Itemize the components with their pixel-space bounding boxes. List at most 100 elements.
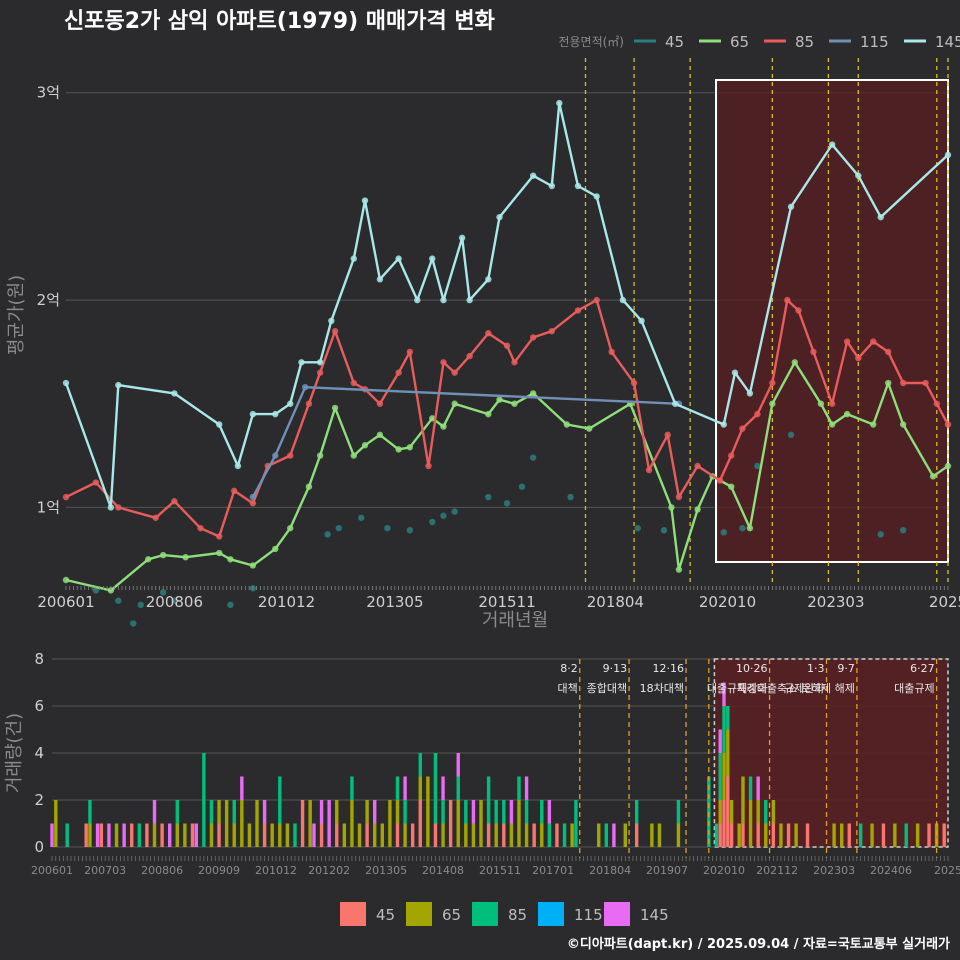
volume-bar-85 xyxy=(562,823,567,847)
data-point-85 xyxy=(287,452,294,459)
volume-bar-65 xyxy=(365,800,369,824)
data-point-145 xyxy=(234,462,242,470)
policy-label: 특례대출축소 토허제 해제 xyxy=(737,681,855,695)
volume-bar-65 xyxy=(597,823,601,847)
data-point-145 xyxy=(731,369,739,376)
data-point-145 xyxy=(171,390,178,397)
data-point-45 xyxy=(137,601,144,609)
data-point-45 xyxy=(440,512,447,519)
volume-bar-65 xyxy=(335,800,339,824)
data-point-85 xyxy=(503,342,511,349)
data-point-145 xyxy=(458,234,466,242)
volume-bar-85 xyxy=(858,823,863,847)
data-point-145 xyxy=(593,193,600,200)
volume-y-tick-label: 2 xyxy=(34,791,44,809)
data-point-145 xyxy=(361,197,369,204)
volume-bar-45 xyxy=(190,823,195,847)
volume-bar-65 xyxy=(737,823,741,847)
volume-bar-145 xyxy=(471,800,476,824)
volume-bar-65 xyxy=(380,823,385,847)
volume-bar-65 xyxy=(278,823,282,847)
volume-bar-65 xyxy=(893,823,897,847)
data-point-45 xyxy=(384,524,391,532)
data-point-65 xyxy=(107,587,115,594)
data-point-45 xyxy=(754,462,761,470)
legend-label-85: 85 xyxy=(795,33,814,51)
volume-bar-85 xyxy=(278,776,282,824)
bottom-legend: 45 65 85 115 145 xyxy=(340,902,669,926)
volume-bar-85 xyxy=(403,800,407,824)
volume-bar-65 xyxy=(152,823,157,847)
data-point-65 xyxy=(216,549,223,557)
data-point-45 xyxy=(485,493,492,501)
volume-bar-85 xyxy=(676,800,681,824)
data-point-45 xyxy=(877,531,884,538)
volume-bar-85 xyxy=(202,753,206,847)
volume-bar-65 xyxy=(426,776,430,847)
volume-bar-145 xyxy=(509,800,514,824)
bottom-legend-swatch-145 xyxy=(604,902,630,926)
volume-bar-45 xyxy=(395,823,400,847)
data-point-85 xyxy=(529,334,537,341)
volume-bar-45 xyxy=(532,823,536,847)
volume-x-tick-label: 200806 xyxy=(141,864,183,877)
volume-x-tick-label: 202303 xyxy=(813,864,855,877)
data-point-65 xyxy=(406,444,414,451)
volume-bar-145 xyxy=(722,682,726,706)
x-tick-label: 201804 xyxy=(587,593,644,611)
volume-bar-145 xyxy=(107,823,111,847)
volume-bar-85 xyxy=(293,823,297,847)
data-point-65 xyxy=(828,421,836,428)
data-point-65 xyxy=(305,483,313,490)
data-point-145 xyxy=(414,296,421,304)
volume-bar-45 xyxy=(942,823,946,847)
volume-x-tick-label: 2025 xyxy=(934,864,960,877)
volume-bar-85 xyxy=(718,753,722,800)
legend-label-145: 145 xyxy=(935,33,960,51)
volume-bar-65 xyxy=(357,823,362,847)
volume-bar-85 xyxy=(464,800,468,824)
bottom-legend-swatch-45 xyxy=(340,902,366,926)
volume-bar-65 xyxy=(756,800,760,824)
policy-label: 9·7 xyxy=(837,662,855,675)
data-point-65 xyxy=(817,400,825,407)
volume-bar-65 xyxy=(388,800,392,847)
volume-bar-65 xyxy=(623,823,627,847)
data-point-85 xyxy=(197,524,204,532)
x-axis-label: 거래년월 xyxy=(482,610,548,631)
volume-bar-65 xyxy=(509,823,514,847)
volume-bar-145 xyxy=(612,823,616,847)
data-point-85 xyxy=(810,348,817,356)
volume-bar-85 xyxy=(494,800,498,824)
data-point-145 xyxy=(574,182,582,190)
data-point-85 xyxy=(440,359,447,366)
data-point-145 xyxy=(944,151,952,159)
volume-y-axis-label: 거래량(건) xyxy=(4,713,25,793)
policy-label: 10·26 xyxy=(736,662,768,675)
volume-bar-45 xyxy=(410,823,415,847)
volume-x-tick-label: 202406 xyxy=(870,864,912,877)
policy-label: 대출규제 xyxy=(894,682,934,695)
volume-bar-85 xyxy=(209,800,214,824)
volume-bar-85 xyxy=(395,776,400,800)
volume-bar-85 xyxy=(350,776,354,800)
volume-bar-145 xyxy=(312,823,316,847)
volume-bar-65 xyxy=(88,823,92,847)
data-point-145 xyxy=(619,296,627,304)
volume-bar-65 xyxy=(224,800,229,847)
data-point-85 xyxy=(828,400,836,407)
volume-bar-45 xyxy=(99,823,104,847)
volume-bar-65 xyxy=(395,800,400,824)
volume-bar-45 xyxy=(722,800,726,847)
data-point-145 xyxy=(376,276,384,283)
volume-bar-145 xyxy=(262,800,267,824)
data-point-145 xyxy=(62,379,70,387)
data-point-45 xyxy=(787,431,795,439)
volume-bar-65 xyxy=(779,823,783,847)
volume-bar-65 xyxy=(934,823,939,847)
volume-bar-85 xyxy=(634,800,639,824)
volume-bar-85 xyxy=(137,823,142,847)
volume-bar-145 xyxy=(152,800,157,824)
volume-bar-65 xyxy=(741,776,745,824)
data-point-85 xyxy=(574,307,582,314)
